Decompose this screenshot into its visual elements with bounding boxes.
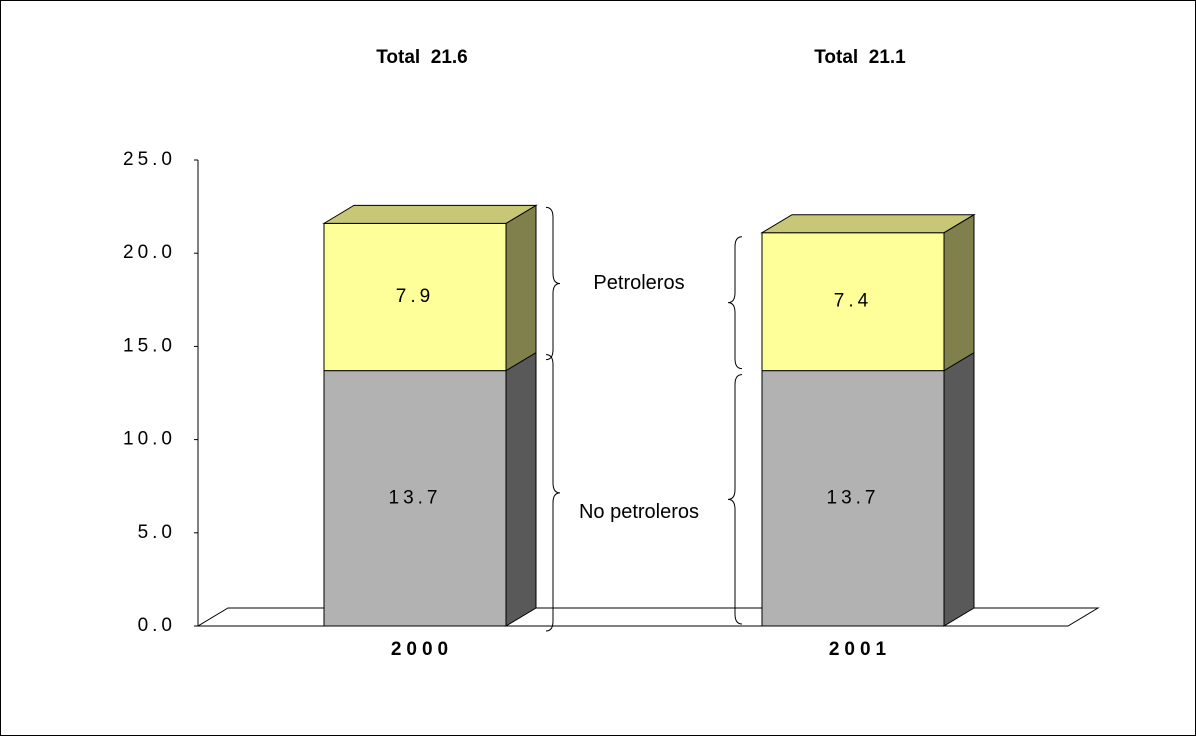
total-label: Total 21.6 bbox=[376, 47, 468, 68]
bar-side bbox=[505, 351, 537, 627]
y-tick-label: 15.0 bbox=[123, 335, 176, 356]
series-label: Petroleros bbox=[593, 272, 685, 294]
value-label: 7.4 bbox=[834, 291, 872, 312]
value-label: 13.7 bbox=[827, 487, 880, 508]
brace bbox=[727, 236, 743, 370]
bar-side bbox=[943, 351, 975, 627]
series-label: No petroleros bbox=[578, 501, 700, 524]
y-tick-label: 10.0 bbox=[123, 429, 176, 450]
x-tick-label: 2000 bbox=[391, 639, 453, 660]
value-label: 7.9 bbox=[396, 286, 434, 307]
x-tick-label: 2001 bbox=[829, 639, 891, 660]
bar-side bbox=[943, 213, 975, 372]
brace bbox=[727, 374, 743, 625]
total-label: Total 21.1 bbox=[814, 47, 906, 68]
y-tick-label: 0.0 bbox=[138, 615, 176, 636]
bar-top bbox=[760, 214, 976, 234]
brace bbox=[545, 206, 561, 361]
bar-top bbox=[322, 204, 538, 224]
bar-segment bbox=[323, 370, 507, 627]
y-tick-label: 5.0 bbox=[138, 522, 176, 543]
bar-segment bbox=[761, 232, 945, 372]
y-tick-label: 20.0 bbox=[123, 242, 176, 263]
bar-side bbox=[505, 204, 537, 372]
value-label: 13.7 bbox=[389, 487, 442, 508]
y-tick-label: 25.0 bbox=[123, 149, 176, 170]
brace bbox=[545, 354, 561, 632]
